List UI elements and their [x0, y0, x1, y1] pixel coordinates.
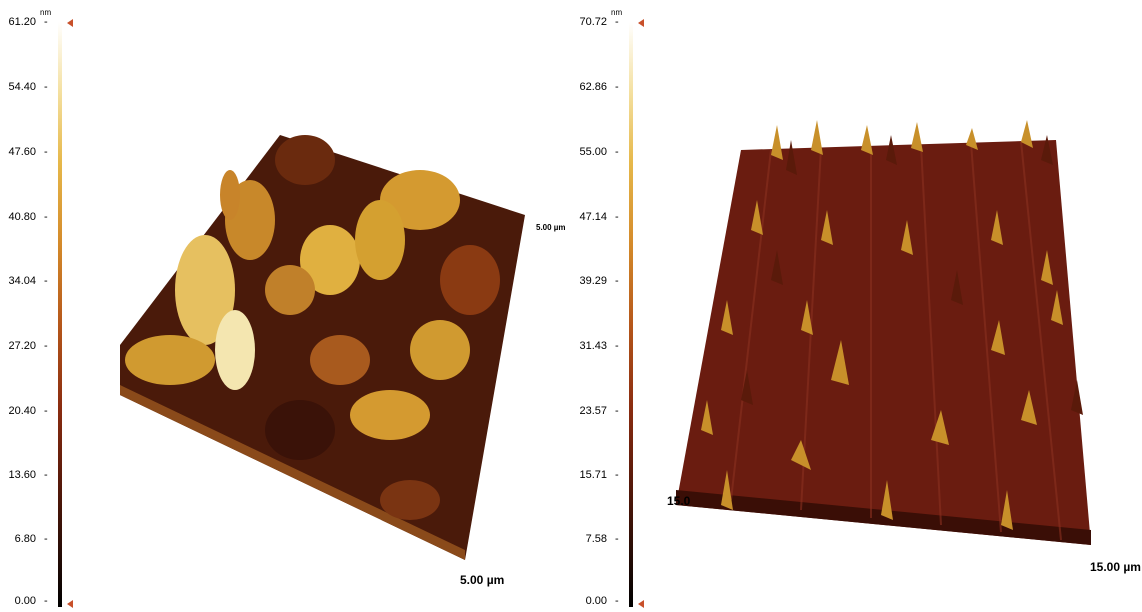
x-axis-length: 15.00 µm [1090, 560, 1141, 574]
tick-label: 0.00 [14, 595, 36, 607]
tick-label: 62.86 [579, 81, 607, 93]
tick-label: 70.72 [579, 16, 607, 28]
y-axis-length: 5.00 µm [536, 223, 566, 232]
tick-label: 13.60 [8, 469, 36, 481]
height-unit: nm [611, 8, 623, 17]
tick-label: 6.80 [14, 533, 36, 545]
tick-label: 47.14 [579, 211, 607, 223]
tick-label: 39.29 [579, 275, 607, 287]
tick-label: 40.80 [8, 211, 36, 223]
afm-panel-right: nm 70.72 - 62.86 - 55.00 - 47.14 - 39.29… [571, 0, 1142, 612]
y-axis-length: 15.0 [667, 494, 691, 508]
height-color-scale [58, 22, 62, 607]
scale-bottom-marker [638, 600, 644, 608]
afm-surface-3d-left [120, 135, 525, 560]
tick-label: 15.71 [579, 469, 607, 481]
tick-label: 34.04 [8, 275, 36, 287]
height-unit: nm [40, 8, 52, 17]
tick-label: 0.00 [585, 595, 607, 607]
tick-label: 54.40 [8, 81, 36, 93]
scale-top-marker [67, 19, 73, 27]
tick-label: 55.00 [579, 146, 607, 158]
afm-surface-3d-right [676, 120, 1091, 545]
tick-label: 23.57 [579, 405, 607, 417]
x-axis-length: 5.00 µm [460, 573, 505, 587]
scale-top-marker [638, 19, 644, 27]
tick-label: 31.43 [579, 340, 607, 352]
tick-label: 47.60 [8, 146, 36, 158]
tick-label: 20.40 [8, 405, 36, 417]
tick-label: 27.20 [8, 340, 36, 352]
scale-bottom-marker [67, 600, 73, 608]
tick-label: 61.20 [8, 16, 36, 28]
afm-panel-left: nm 61.20 - 54.40 - 47.60 - 40.80 - 34.04… [8, 8, 566, 608]
tick-label: 7.58 [585, 533, 607, 545]
height-color-scale [629, 22, 633, 607]
